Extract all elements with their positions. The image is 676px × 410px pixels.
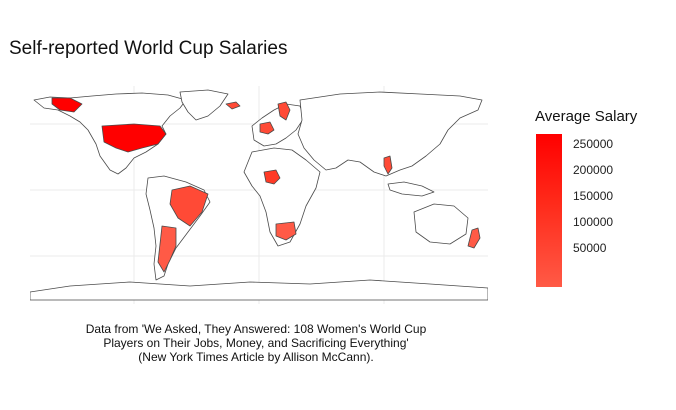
legend-label-50000: 50000: [573, 241, 607, 255]
country-sweden: [277, 101, 291, 121]
legend-label-250000: 250000: [573, 137, 614, 151]
legend-tick: [563, 196, 568, 197]
source-caption: Data from 'We Asked, They Answered: 108 …: [0, 322, 512, 364]
land-southeast-asia: [387, 181, 435, 197]
land-europe: [251, 103, 305, 147]
country-thailand: [383, 155, 393, 175]
legend-label-200000: 200000: [573, 163, 614, 177]
country-iceland: [225, 101, 241, 110]
land-antarctica: [30, 279, 488, 301]
country-new-zealand: [467, 227, 481, 249]
salary-legend: Average Salary 250000 200000 150000 1000…: [530, 108, 670, 288]
caption-line-1: Data from 'We Asked, They Answered: 108 …: [85, 322, 427, 336]
country-brazil: [169, 185, 209, 227]
country-usa: [101, 123, 167, 153]
chart-title: Self-reported World Cup Salaries: [9, 38, 288, 59]
legend-title: Average Salary: [535, 108, 638, 125]
world-map-svg: [30, 86, 488, 304]
country-usa-alaska: [51, 97, 83, 113]
legend-label-150000: 150000: [573, 189, 614, 203]
salary-fills: [51, 97, 481, 273]
land-australia: [413, 203, 469, 245]
country-south-africa: [275, 221, 297, 241]
legend-color-bar: [536, 134, 562, 287]
world-map: [30, 86, 488, 304]
country-argentina: [157, 225, 177, 273]
legend-label-100000: 100000: [573, 215, 614, 229]
caption-line-2: Players on Their Jobs, Money, and Sacrif…: [103, 336, 409, 350]
legend-tick: [563, 170, 568, 171]
country-nigeria: [263, 169, 281, 185]
land-greenland: [179, 89, 229, 121]
legend-tick: [563, 248, 568, 249]
caption-line-3: (New York Times Article by Allison McCan…: [138, 350, 374, 364]
legend-tick: [563, 144, 568, 145]
land-asia: [297, 91, 483, 177]
legend-tick: [563, 222, 568, 223]
country-germany: [259, 121, 275, 135]
